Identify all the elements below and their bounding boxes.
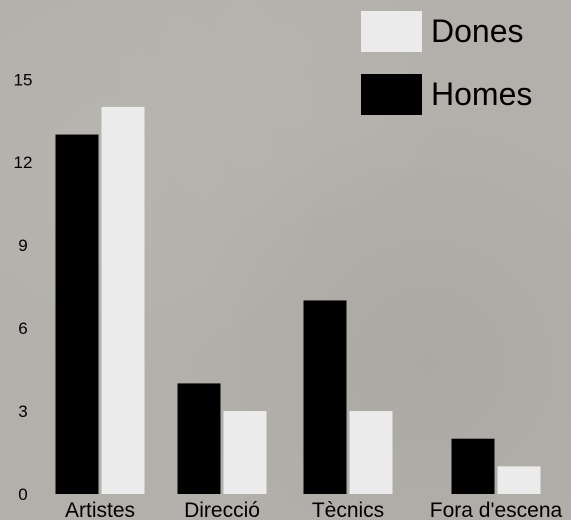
y-tick-label-12: 12 xyxy=(14,153,33,172)
bar-dones-0 xyxy=(101,106,145,495)
y-tick-label-6: 6 xyxy=(18,319,27,338)
y-tick-label-0: 0 xyxy=(18,485,27,504)
legend-swatch-dones xyxy=(361,11,422,52)
bars xyxy=(55,106,541,495)
bar-homes-0 xyxy=(55,134,99,495)
bar-homes-2 xyxy=(303,300,347,494)
y-tick-label-3: 3 xyxy=(18,402,27,421)
bar-dones-1 xyxy=(223,411,267,494)
x-category-label-3: Fora d'escena xyxy=(430,499,563,520)
x-category-label-1: Direcció xyxy=(184,499,260,520)
bar-dones-3 xyxy=(497,466,541,494)
x-category-label-2: Tècnics xyxy=(312,499,384,520)
bar-homes-3 xyxy=(451,438,495,494)
legend-swatch-homes xyxy=(361,74,422,115)
legend-label-homes: Homes xyxy=(431,76,532,112)
y-axis: 0 3 6 9 12 15 xyxy=(14,70,33,504)
y-tick-label-15: 15 xyxy=(14,70,33,89)
legend: Dones Homes xyxy=(361,11,532,115)
x-axis: Artistes Direcció Tècnics Fora d'escena xyxy=(65,499,563,520)
x-category-label-0: Artistes xyxy=(65,499,135,520)
legend-label-dones: Dones xyxy=(431,13,524,49)
bar-homes-1 xyxy=(177,383,221,494)
y-tick-label-9: 9 xyxy=(18,236,27,255)
bar-dones-2 xyxy=(349,411,393,494)
